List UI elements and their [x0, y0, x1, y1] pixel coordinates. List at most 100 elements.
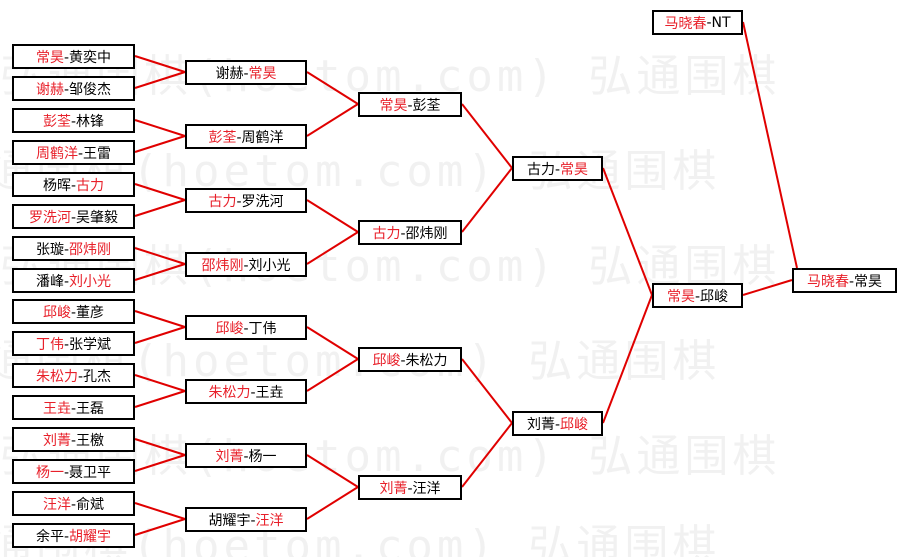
- winner-name: 谢赫: [35, 81, 64, 98]
- player-name: -杨一: [243, 448, 277, 465]
- bracket-connector: [134, 518, 186, 536]
- player-name: -王雷: [77, 145, 112, 162]
- match-box-round-1: 杨一 -聂卫平: [12, 459, 135, 484]
- bracket-connector: [134, 310, 186, 328]
- winner-name: 王垚: [42, 400, 71, 417]
- winner-name: 刘菁: [215, 448, 244, 465]
- bracket-connector: [306, 358, 359, 392]
- winner-name: 常昊: [35, 49, 64, 66]
- winner-name: 邱峻: [560, 416, 589, 433]
- winner-name: 邵炜刚: [69, 241, 112, 258]
- winner-name: 朱松力: [208, 384, 251, 401]
- bracket-connector: [461, 422, 513, 488]
- bracket-connector: [134, 135, 186, 153]
- bracket-connector: [306, 71, 359, 105]
- player-name: -王垚: [250, 384, 284, 401]
- player-name: -俞斌: [70, 496, 105, 513]
- bracket-connector: [134, 502, 186, 520]
- winner-name: 常昊: [666, 288, 695, 305]
- match-box-round-1: 朱松力 -孔杰: [12, 363, 135, 388]
- bracket-connector: [602, 294, 653, 424]
- player-name: 余平-: [35, 528, 70, 545]
- player-name: -常昊: [848, 273, 883, 290]
- winner-name: 刘菁: [42, 432, 71, 449]
- player-name: -汪洋: [407, 480, 441, 497]
- match-box-round-1: 罗洗河 -吴肇毅: [12, 204, 135, 229]
- match-box-round-2: 邵炜刚 -刘小光: [185, 252, 307, 277]
- match-box-round-1: 潘峰- 刘小光: [12, 268, 135, 293]
- bracket-connector: [306, 199, 359, 233]
- bracket-connector: [134, 119, 186, 137]
- player-name: -周鹤洋: [236, 129, 284, 146]
- winner-name: 刘菁: [379, 480, 408, 497]
- player-name: -张学斌: [63, 336, 112, 353]
- bracket-connector: [134, 454, 186, 472]
- player-name: -邹俊杰: [63, 81, 112, 98]
- match-box-round-1: 彭荃 -林锋: [12, 108, 135, 133]
- bracket-connector: [134, 263, 186, 281]
- match-box-round-1: 汪洋 -俞斌: [12, 491, 135, 516]
- bracket-connector: [134, 438, 186, 456]
- winner-name: 邱峻: [215, 320, 244, 337]
- player-name: -王檄: [70, 432, 105, 449]
- bracket-connector: [742, 279, 793, 296]
- bracket-connector: [134, 247, 186, 265]
- winner-name: 常昊: [379, 97, 408, 114]
- winner-name: 马晓春: [664, 15, 707, 32]
- winner-name: 刘小光: [69, 273, 112, 290]
- player-name: 潘峰-: [35, 273, 70, 290]
- match-box-round-1: 周鹤洋 -王雷: [12, 140, 135, 165]
- winner-name: 马晓春: [806, 273, 849, 290]
- winner-name: 彭荃: [208, 129, 237, 146]
- bracket-connector: [461, 358, 513, 424]
- match-box-round-2: 刘菁 -杨一: [185, 443, 307, 468]
- winner-name: 汪洋: [255, 512, 284, 529]
- match-box-round-2: 邱峻 -丁伟: [185, 315, 307, 340]
- match-box-round-3: 刘菁 -汪洋: [358, 475, 462, 500]
- bracket-connector: [461, 103, 513, 169]
- winner-name: 邱峻: [372, 352, 401, 369]
- player-name: -罗洗河: [236, 193, 284, 210]
- winner-name: 胡耀宇: [69, 528, 112, 545]
- player-name: -朱松力: [400, 352, 448, 369]
- match-box-round-1: 余平- 胡耀宇: [12, 523, 135, 548]
- winner-name: 邵炜刚: [201, 257, 244, 274]
- match-box-round-2: 朱松力 -王垚: [185, 379, 307, 404]
- bracket-connector: [306, 231, 359, 265]
- player-name: -吴肇毅: [70, 209, 119, 226]
- match-box-round-3: 古力 -邵炜刚: [358, 220, 462, 245]
- match-box-round-4: 刘菁- 邱峻: [512, 411, 603, 436]
- winner-name: 朱松力: [35, 368, 78, 385]
- bracket-connector: [306, 454, 359, 488]
- winner-name: 罗洗河: [28, 209, 71, 226]
- match-box-round-1: 王垚 -王磊: [12, 395, 135, 420]
- match-box-round-1: 丁伟 -张学斌: [12, 331, 135, 356]
- winner-name: 丁伟: [35, 336, 64, 353]
- match-box-round-1: 刘菁 -王檄: [12, 427, 135, 452]
- bracket-connector: [134, 374, 186, 392]
- player-name: 杨晖-: [42, 177, 77, 194]
- winner-name: 常昊: [560, 161, 589, 178]
- winner-name: 常昊: [248, 65, 277, 82]
- player-name: -NT: [706, 14, 731, 31]
- match-box-round-1: 邱峻 -董彦: [12, 299, 135, 324]
- match-box-round-2: 胡耀宇- 汪洋: [185, 507, 307, 532]
- winner-name: 彭荃: [42, 113, 71, 130]
- player-name: -邱峻: [694, 288, 729, 305]
- player-name: 张璇-: [35, 241, 70, 258]
- winner-name: 古力: [372, 225, 401, 242]
- match-box-round-1: 杨晖- 古力: [12, 172, 135, 197]
- match-box-round-3: 邱峻 -朱松力: [358, 347, 462, 372]
- winner-name: 邱峻: [42, 304, 71, 321]
- bracket-connector: [306, 103, 359, 137]
- winner-name: 杨一: [35, 464, 64, 481]
- bracket-connector: [134, 183, 186, 201]
- player-name: -董彦: [70, 304, 105, 321]
- winner-name: 汪洋: [42, 496, 71, 513]
- match-box-round-3: 常昊 -彭荃: [358, 92, 462, 117]
- bracket-connector: [306, 326, 359, 360]
- match-box-round-2: 古力 -罗洗河: [185, 188, 307, 213]
- bracket-connector: [742, 21, 798, 269]
- player-name: -聂卫平: [63, 464, 112, 481]
